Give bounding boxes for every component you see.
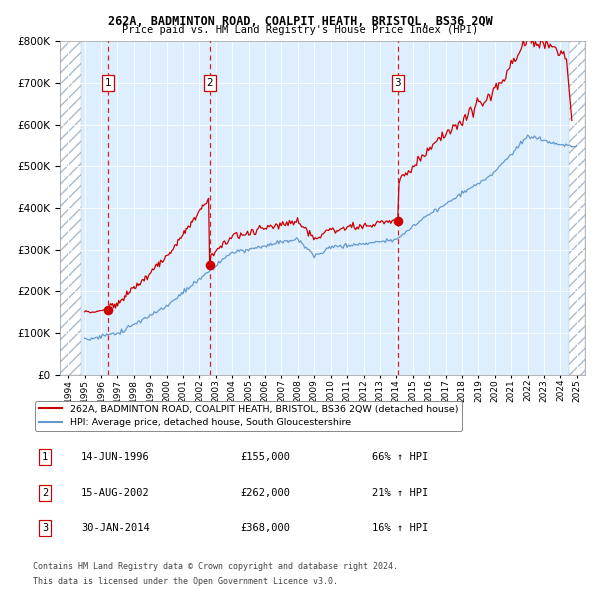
Text: £155,000: £155,000 <box>240 453 290 462</box>
Legend: 262A, BADMINTON ROAD, COALPIT HEATH, BRISTOL, BS36 2QW (detached house), HPI: Av: 262A, BADMINTON ROAD, COALPIT HEATH, BRI… <box>35 401 462 431</box>
Text: 21% ↑ HPI: 21% ↑ HPI <box>372 488 428 497</box>
Text: 15-AUG-2002: 15-AUG-2002 <box>81 488 150 497</box>
Text: This data is licensed under the Open Government Licence v3.0.: This data is licensed under the Open Gov… <box>33 577 338 586</box>
Text: 262A, BADMINTON ROAD, COALPIT HEATH, BRISTOL, BS36 2QW: 262A, BADMINTON ROAD, COALPIT HEATH, BRI… <box>107 15 493 28</box>
Text: 1: 1 <box>42 453 48 462</box>
Text: £262,000: £262,000 <box>240 488 290 497</box>
Text: £368,000: £368,000 <box>240 523 290 533</box>
Text: 2: 2 <box>206 78 213 88</box>
Text: 2: 2 <box>42 488 48 497</box>
Text: 3: 3 <box>42 523 48 533</box>
Text: 30-JAN-2014: 30-JAN-2014 <box>81 523 150 533</box>
Text: Price paid vs. HM Land Registry's House Price Index (HPI): Price paid vs. HM Land Registry's House … <box>122 25 478 35</box>
Text: 3: 3 <box>394 78 401 88</box>
Text: 16% ↑ HPI: 16% ↑ HPI <box>372 523 428 533</box>
Text: 1: 1 <box>105 78 112 88</box>
Text: 14-JUN-1996: 14-JUN-1996 <box>81 453 150 462</box>
Text: Contains HM Land Registry data © Crown copyright and database right 2024.: Contains HM Land Registry data © Crown c… <box>33 562 398 571</box>
Point <box>393 217 403 226</box>
Text: 66% ↑ HPI: 66% ↑ HPI <box>372 453 428 462</box>
Point <box>104 306 113 315</box>
Point <box>205 261 214 270</box>
